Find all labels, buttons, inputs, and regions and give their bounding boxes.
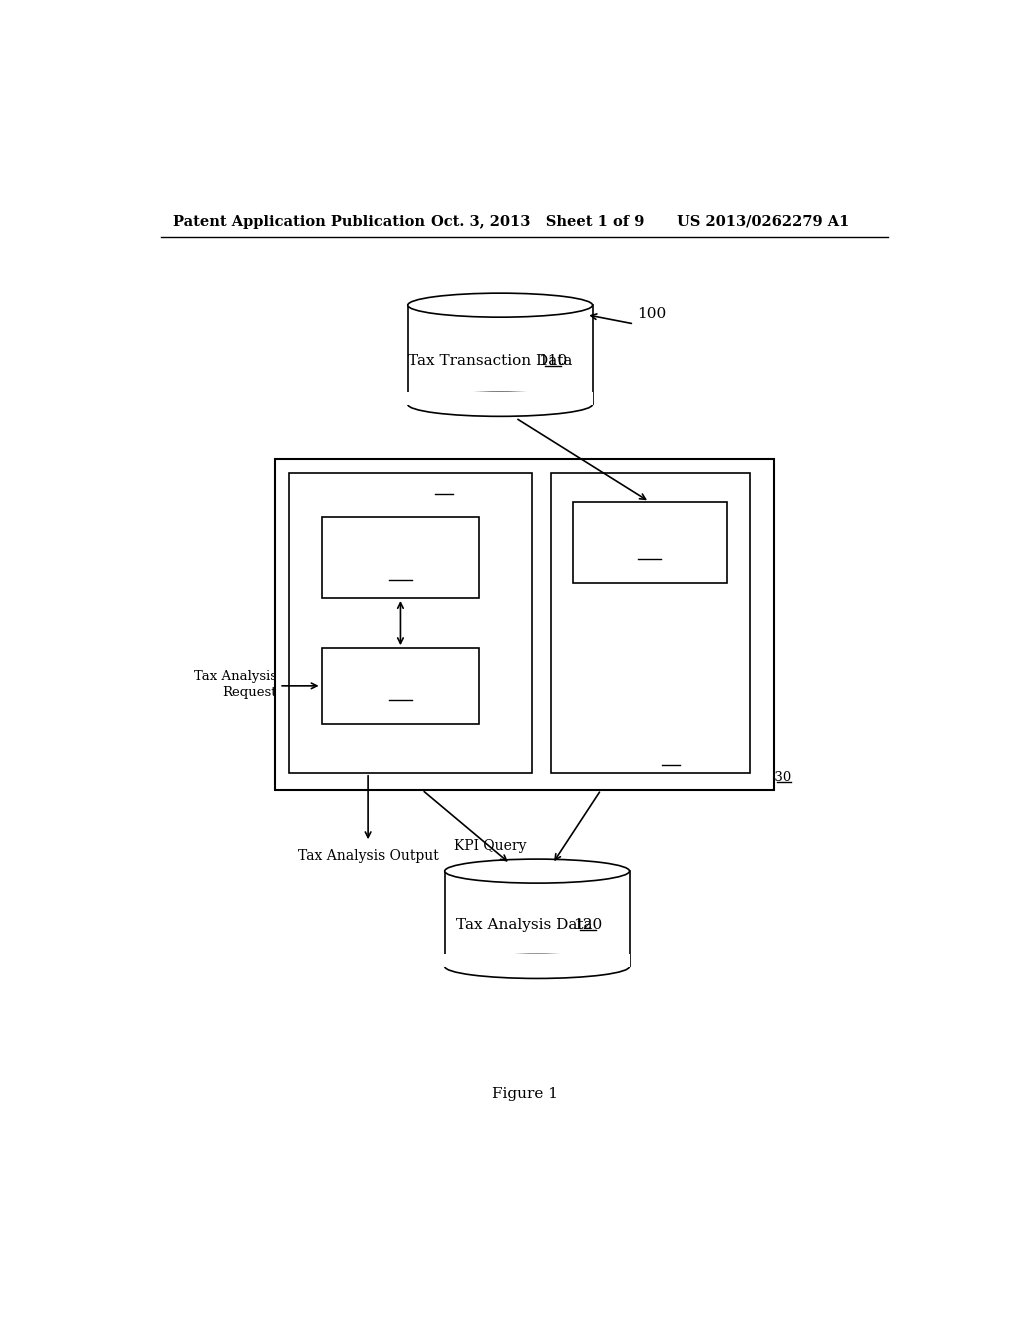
- Text: 153: 153: [387, 689, 415, 702]
- Text: Tax Analysis: Tax Analysis: [194, 671, 276, 684]
- Ellipse shape: [444, 954, 630, 978]
- Text: Tax Analysis Output: Tax Analysis Output: [298, 849, 438, 863]
- Bar: [551, 473, 750, 774]
- Bar: [408, 305, 593, 404]
- Bar: [572, 502, 727, 582]
- Text: 100: 100: [637, 308, 667, 321]
- Text: Interface Logic: Interface Logic: [344, 665, 457, 680]
- Text: Integration Rules: Integration Rules: [585, 521, 715, 536]
- Text: Integrator: Integrator: [607, 742, 681, 755]
- Bar: [289, 473, 531, 774]
- Text: KPI Query: KPI Query: [454, 840, 526, 853]
- Bar: [444, 871, 630, 966]
- Text: Patent Application Publication: Patent Application Publication: [173, 215, 425, 228]
- Text: Tax Transaction Data: Tax Transaction Data: [408, 354, 578, 368]
- Text: 155: 155: [387, 568, 415, 582]
- Text: US 2013/0262279 A1: US 2013/0262279 A1: [677, 215, 850, 228]
- Text: 140: 140: [657, 754, 684, 767]
- Text: 120: 120: [573, 917, 602, 932]
- Text: 130: 130: [766, 771, 792, 784]
- Text: 150: 150: [435, 483, 463, 496]
- Text: Tax Analysis: Tax Analysis: [690, 759, 773, 772]
- Ellipse shape: [408, 293, 593, 317]
- Text: Request: Request: [222, 685, 276, 698]
- Text: Logic: Logic: [621, 754, 668, 767]
- Bar: [408, 392, 593, 405]
- Text: Oct. 3, 2013   Sheet 1 of 9: Oct. 3, 2013 Sheet 1 of 9: [431, 215, 644, 228]
- Text: Scorecard Logic: Scorecard Logic: [332, 483, 463, 496]
- Bar: [322, 517, 479, 598]
- Text: 143: 143: [636, 548, 664, 561]
- Bar: [444, 954, 630, 966]
- Text: Reports: Reports: [372, 549, 429, 562]
- Text: KPI Queries,: KPI Queries,: [353, 532, 447, 545]
- Text: Figure 1: Figure 1: [492, 1086, 558, 1101]
- Text: Tax Analysis Data: Tax Analysis Data: [457, 917, 602, 932]
- Text: 110: 110: [538, 354, 567, 368]
- Ellipse shape: [444, 859, 630, 883]
- Ellipse shape: [408, 392, 593, 416]
- Bar: [275, 459, 774, 789]
- Text: Tool Logic: Tool Logic: [695, 771, 773, 784]
- Bar: [322, 648, 479, 723]
